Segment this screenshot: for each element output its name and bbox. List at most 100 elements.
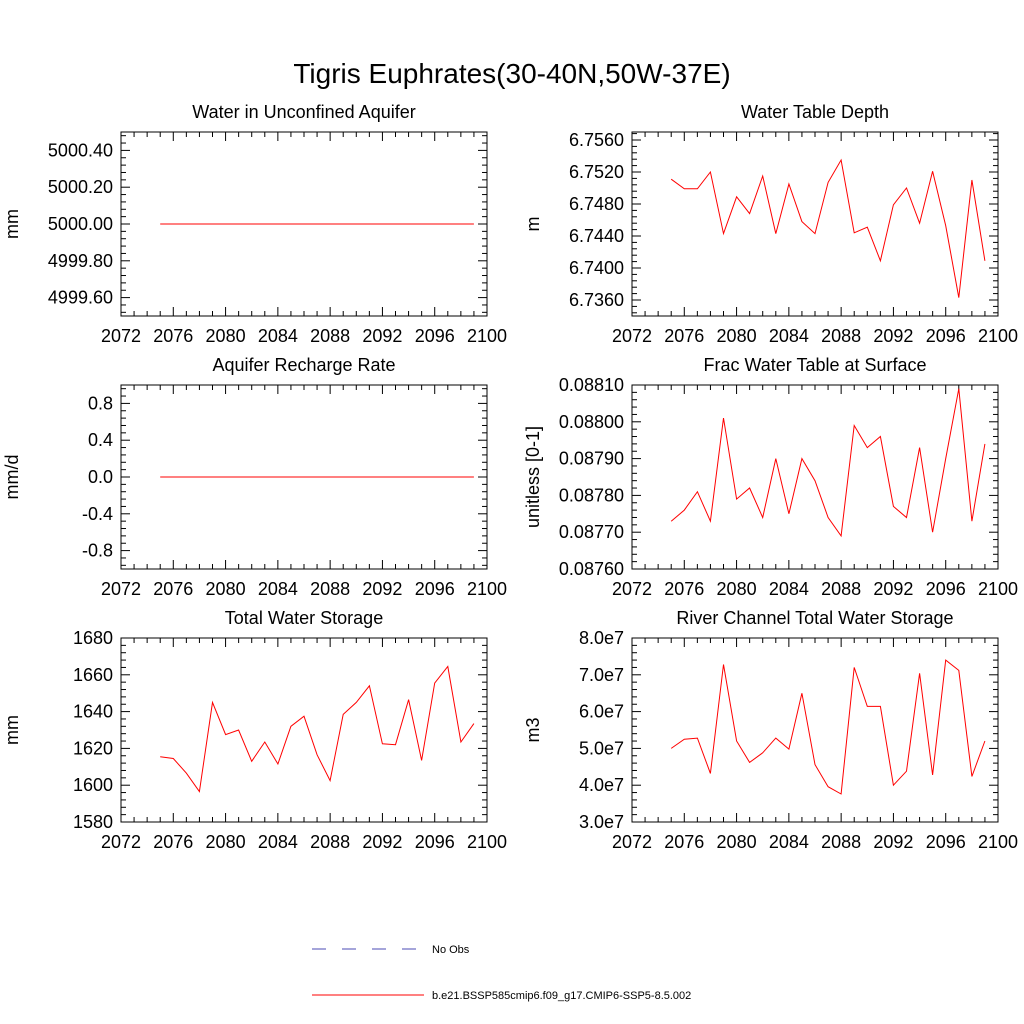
x-tick-label: 2076 xyxy=(664,326,704,346)
y-tick-label: 0.08770 xyxy=(559,522,624,542)
panel-frac-water-table-at-surface: Frac Water Table at Surface 2072 2076 2080 2… xyxy=(523,355,1018,599)
y-tick-label: 0.4 xyxy=(88,430,113,450)
panel-title: Water in Unconfined Aquifer xyxy=(192,102,415,122)
y-tick-label: 1660 xyxy=(73,665,113,685)
panel-title: River Channel Total Water Storage xyxy=(676,608,953,628)
x-tick-label: 2100 xyxy=(467,832,507,852)
y-tick-label: 5000.20 xyxy=(48,177,113,197)
panel-title: Water Table Depth xyxy=(741,102,889,122)
y-tick-label: 7.0e7 xyxy=(579,665,624,685)
x-tick-label: 2072 xyxy=(612,579,652,599)
series-line xyxy=(670,158,986,298)
y-tick-label: 6.7520 xyxy=(569,162,624,182)
x-tick-label: 2092 xyxy=(362,832,402,852)
x-tick-label: 2096 xyxy=(415,579,455,599)
y-axis-label: mm xyxy=(2,715,22,745)
panel-total-water-storage: Total Water Storage 2072 2076 2080 2084 2088 2… xyxy=(2,608,507,852)
x-tick-label: 2072 xyxy=(101,326,141,346)
x-tick-label: 2084 xyxy=(258,579,298,599)
x-tick-label: 2100 xyxy=(978,832,1018,852)
y-tick-label: 4999.60 xyxy=(48,288,113,308)
plot-frame xyxy=(631,637,999,823)
y-tick-label: 0.08810 xyxy=(559,375,624,395)
x-tick-label: 2096 xyxy=(415,326,455,346)
y-axis-label: mm xyxy=(2,209,22,239)
y-axis-label: m3 xyxy=(523,717,543,742)
series-line xyxy=(160,665,475,793)
panel-water-in-unconfined-aquifer: Water in Unconfined Aquifer 2072 2076 2080 2… xyxy=(2,102,507,346)
x-tick-label: 2080 xyxy=(206,326,246,346)
y-tick-label: 6.0e7 xyxy=(579,702,624,722)
x-tick-label: 2096 xyxy=(926,326,966,346)
x-tick-label: 2072 xyxy=(101,832,141,852)
y-tick-label: 3.0e7 xyxy=(579,812,624,832)
legend: No Obs b.e21.BSSP585cmip6.f09_g17.CMIP6-… xyxy=(312,944,691,1002)
x-tick-label: 2100 xyxy=(467,579,507,599)
x-tick-label: 2092 xyxy=(362,326,402,346)
panel-aquifer-recharge-rate: Aquifer Recharge Rate 2072 2076 2080 2084 208… xyxy=(2,355,507,599)
y-tick-label: 1640 xyxy=(73,702,113,722)
y-tick-label: 4999.80 xyxy=(48,251,113,271)
x-tick-label: 2072 xyxy=(101,579,141,599)
panel-water-table-depth: Water Table Depth 2072 2076 2080 2084 2088 209… xyxy=(523,102,1018,346)
x-tick-label: 2096 xyxy=(926,832,966,852)
y-tick-label: 0.8 xyxy=(88,393,113,413)
x-tick-label: 2088 xyxy=(821,326,861,346)
y-axis-label: unitless [0-1] xyxy=(523,426,543,528)
y-axis-label: m xyxy=(523,217,543,232)
y-tick-label: 6.7480 xyxy=(569,194,624,214)
x-tick-label: 2080 xyxy=(206,579,246,599)
panel-title: Aquifer Recharge Rate xyxy=(212,355,395,375)
legend-obs-label: No Obs xyxy=(432,944,470,956)
y-tick-label: -0.8 xyxy=(82,541,113,561)
y-tick-label: 4.0e7 xyxy=(579,775,624,795)
plot-frame xyxy=(631,384,999,570)
y-tick-label: 1600 xyxy=(73,775,113,795)
x-tick-label: 2088 xyxy=(310,832,350,852)
x-tick-label: 2080 xyxy=(717,832,757,852)
y-tick-label: -0.4 xyxy=(82,504,113,524)
panel-title: Total Water Storage xyxy=(225,608,383,628)
x-tick-label: 2084 xyxy=(258,832,298,852)
y-tick-label: 0.0 xyxy=(88,467,113,487)
x-tick-label: 2076 xyxy=(153,579,193,599)
y-tick-label: 5000.40 xyxy=(48,140,113,160)
x-tick-label: 2092 xyxy=(873,579,913,599)
y-tick-label: 1680 xyxy=(73,628,113,648)
y-tick-label: 6.7560 xyxy=(569,130,624,150)
y-tick-label: 5000.00 xyxy=(48,214,113,234)
x-tick-label: 2088 xyxy=(310,326,350,346)
y-tick-label: 6.7400 xyxy=(569,258,624,278)
y-tick-label: 0.08760 xyxy=(559,559,624,579)
y-tick-label: 6.7360 xyxy=(569,290,624,310)
x-tick-label: 2084 xyxy=(769,832,809,852)
y-tick-label: 0.08800 xyxy=(559,412,624,432)
legend-model-label: b.e21.BSSP585cmip6.f09_g17.CMIP6-SSP5-8.… xyxy=(432,990,691,1002)
x-tick-label: 2088 xyxy=(821,832,861,852)
x-tick-label: 2084 xyxy=(769,579,809,599)
series-line xyxy=(670,659,986,795)
y-tick-label: 1580 xyxy=(73,812,113,832)
x-tick-label: 2084 xyxy=(769,326,809,346)
x-tick-label: 2076 xyxy=(153,326,193,346)
x-tick-label: 2088 xyxy=(310,579,350,599)
panel-title: Frac Water Table at Surface xyxy=(703,355,926,375)
y-tick-label: 1620 xyxy=(73,738,113,758)
y-tick-label: 5.0e7 xyxy=(579,738,624,758)
figure-title: Tigris Euphrates(30-40N,50W-37E) xyxy=(293,58,730,89)
x-tick-label: 2080 xyxy=(717,579,757,599)
y-tick-label: 8.0e7 xyxy=(579,628,624,648)
y-tick-label: 6.7440 xyxy=(569,226,624,246)
panel-river-channel-total-water-storage: River Channel Total Water Storage 2072 207… xyxy=(523,608,1018,852)
x-tick-label: 2092 xyxy=(873,832,913,852)
y-axis-label: mm/d xyxy=(2,455,22,500)
x-tick-label: 2100 xyxy=(978,326,1018,346)
x-tick-label: 2100 xyxy=(467,326,507,346)
y-tick-label: 0.08790 xyxy=(559,449,624,469)
plot-frame xyxy=(631,131,999,317)
x-tick-label: 2076 xyxy=(153,832,193,852)
x-tick-label: 2080 xyxy=(206,832,246,852)
x-tick-label: 2092 xyxy=(362,579,402,599)
plot-frame xyxy=(120,637,488,823)
